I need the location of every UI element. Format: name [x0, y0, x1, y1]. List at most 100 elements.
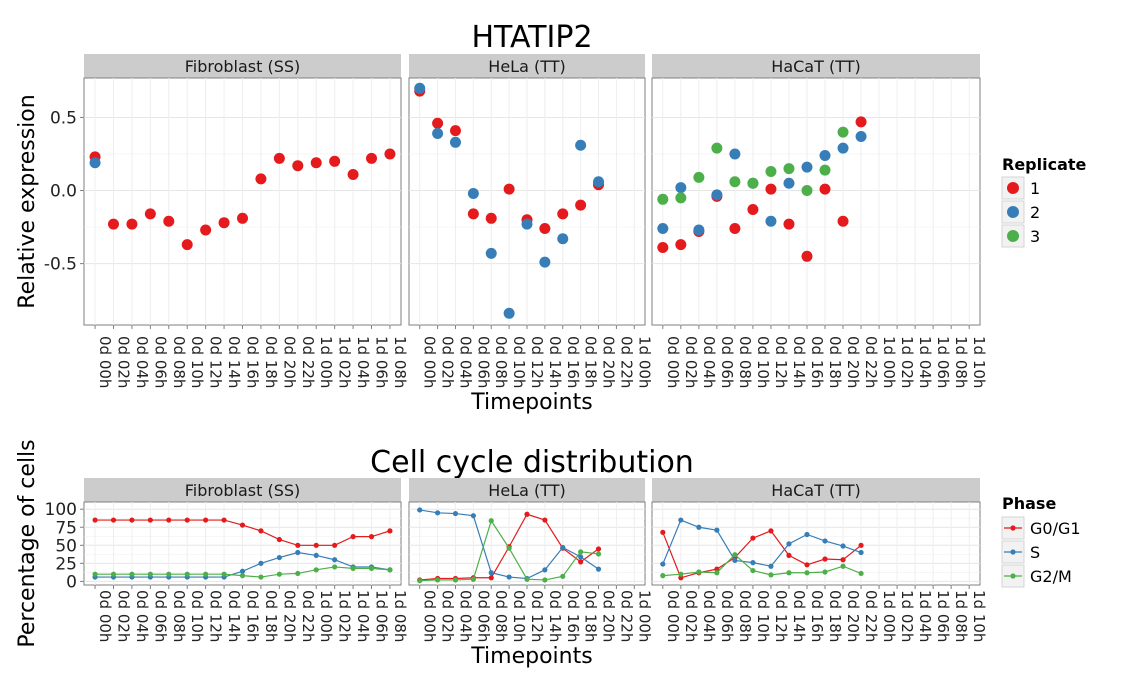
- facet-label: HaCaT (TT): [771, 481, 860, 500]
- data-point: [578, 549, 584, 555]
- data-point: [542, 567, 548, 573]
- data-point: [449, 136, 461, 148]
- data-point: [258, 560, 264, 566]
- series-s: [660, 517, 864, 569]
- data-point: [488, 570, 494, 576]
- data-point: [801, 250, 813, 262]
- panel-1: Fibroblast (SS)0d 00h 0d 02h 0d 04h 0d 06h 0…: [83, 478, 409, 642]
- data-point: [711, 142, 723, 154]
- data-point: [126, 218, 138, 230]
- data-point: [801, 161, 813, 173]
- x-tick-label: 0d 10h: [510, 336, 528, 388]
- data-point: [729, 148, 741, 160]
- panel-background: [651, 77, 981, 326]
- data-point: [506, 545, 512, 551]
- data-point: [660, 573, 666, 579]
- data-point: [221, 571, 227, 577]
- y-axis-title: Percentage of cells: [15, 439, 40, 647]
- data-point: [765, 166, 777, 178]
- data-point: [276, 554, 282, 561]
- data-point: [295, 542, 301, 548]
- legend-label: G0/G1: [1030, 519, 1081, 538]
- x-tick-label: 0d 20h: [844, 590, 862, 642]
- data-point: [539, 256, 551, 268]
- y-axis-title: Relative expression: [15, 94, 40, 308]
- x-tick-label: 0d 20h: [600, 590, 618, 642]
- data-point: [578, 554, 584, 560]
- data-point: [273, 152, 285, 164]
- data-point: [387, 528, 393, 534]
- x-tick-label: 0d 22h: [617, 590, 635, 642]
- facet-strip: [652, 54, 980, 78]
- data-point: [858, 570, 864, 577]
- data-point: [276, 571, 282, 577]
- data-point: [203, 517, 209, 523]
- x-tick-label: 1d 08h: [391, 590, 409, 642]
- x-tick-label: 0d 16h: [564, 336, 582, 388]
- data-point: [840, 563, 846, 569]
- data-point: [557, 208, 569, 220]
- data-point: [822, 538, 828, 544]
- data-point: [750, 535, 756, 541]
- data-point: [417, 507, 423, 513]
- x-tick-label: 1d 02h: [898, 590, 916, 642]
- data-point: [696, 569, 702, 575]
- x-tick-label: 1d 04h: [354, 590, 372, 642]
- data-point: [804, 531, 810, 538]
- data-point: [729, 223, 741, 235]
- data-point: [332, 557, 338, 563]
- y-tick-label: 25: [55, 554, 77, 574]
- x-tick-label: 0d 20h: [600, 336, 618, 388]
- data-point: [221, 517, 227, 523]
- data-point: [747, 177, 759, 189]
- series-line: [662, 553, 862, 577]
- data-point: [166, 571, 172, 577]
- x-tick-label: 0d 12h: [772, 336, 790, 388]
- facet-strip: [84, 54, 401, 78]
- data-point: [350, 534, 356, 540]
- data-point: [92, 571, 98, 577]
- x-tick-label: 0d 16h: [808, 590, 826, 642]
- x-tick-label: 0d 10h: [188, 590, 206, 642]
- data-point: [470, 513, 476, 519]
- data-point: [539, 223, 551, 235]
- facet-strip: [409, 54, 645, 78]
- x-tick-label: 0d 12h: [528, 590, 546, 642]
- data-point: [449, 125, 461, 137]
- series-2: [89, 157, 101, 169]
- data-point: [485, 247, 497, 259]
- facet-label: HaCaT (TT): [771, 57, 860, 76]
- x-tick-label: 0d 04h: [700, 336, 718, 388]
- x-tick-label: 0d 12h: [207, 336, 225, 388]
- x-tick-label: 1d 02h: [898, 336, 916, 388]
- panel-2: HeLa (TT)0d 00h 0d 02h 0d 04h 0d 06h 0d 08h 0…: [408, 478, 653, 642]
- data-point: [255, 173, 267, 185]
- data-point: [218, 217, 230, 229]
- legend-label: 1: [1030, 179, 1040, 198]
- x-tick-label: 0d 06h: [151, 336, 169, 388]
- data-point: [503, 183, 515, 195]
- data-point: [417, 578, 423, 584]
- x-tick-label: 0d 02h: [439, 590, 457, 642]
- x-tick-label: 0d 04h: [133, 590, 151, 642]
- x-tick-label: 0d 12h: [772, 590, 790, 642]
- data-point: [714, 527, 720, 533]
- x-tick-label: 0d 22h: [617, 336, 635, 388]
- legend-key-point: [1010, 525, 1016, 531]
- x-tick-label: 0d 18h: [262, 336, 280, 388]
- data-point: [295, 570, 301, 577]
- data-point: [560, 544, 566, 551]
- data-point: [503, 307, 515, 319]
- x-tick-label: 0d 16h: [564, 590, 582, 642]
- data-point: [840, 557, 846, 563]
- series-line: [662, 530, 862, 579]
- data-point: [765, 215, 777, 227]
- x-tick-label: 1d 10h: [970, 336, 988, 388]
- x-tick-label: 1d 04h: [916, 336, 934, 388]
- x-tick-label: 1d 08h: [952, 336, 970, 388]
- x-tick-label: 0d 06h: [718, 336, 736, 388]
- x-tick-label: 0d 22h: [299, 336, 317, 388]
- data-point: [524, 511, 530, 517]
- x-tick-label: 1d 08h: [391, 336, 409, 388]
- data-point: [387, 567, 393, 573]
